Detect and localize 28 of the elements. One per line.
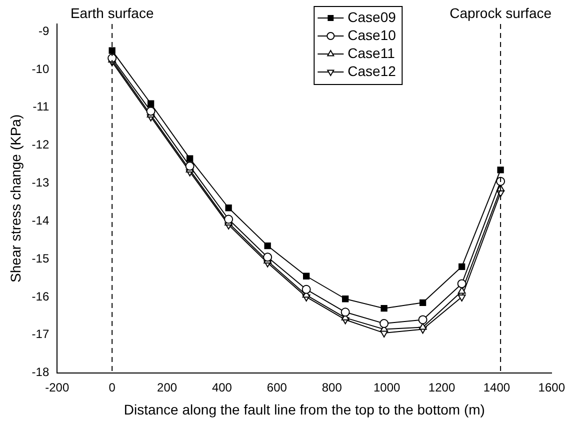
y-tick-label: -9	[38, 24, 50, 38]
x-axis-title: Distance along the fault line from the top to the bottom (m)	[124, 401, 485, 418]
legend-label: Case11	[348, 44, 396, 61]
x-tick-label: 0	[108, 380, 116, 394]
y-tick-label: -11	[32, 100, 50, 114]
ref-line-label: Caprock surface	[450, 4, 552, 21]
x-tick-label: 1200	[428, 380, 456, 394]
y-tick-label: -18	[32, 365, 50, 380]
y-tick-label: -15	[32, 251, 50, 266]
x-tick-label: 1600	[538, 380, 566, 394]
x-tick-label: 800	[322, 380, 342, 394]
x-tick-label: 400	[212, 380, 232, 394]
legend-label: Case09	[348, 8, 396, 25]
x-tick-label: 1000	[373, 380, 400, 394]
x-tick-label: 1400	[483, 380, 510, 394]
x-tick-label: 600	[266, 380, 288, 394]
y-tick-label: -13	[32, 176, 50, 190]
x-tick-label: -200	[45, 380, 70, 394]
legend-label: Case10	[348, 26, 396, 43]
y-tick-label: -17	[32, 327, 50, 342]
x-tick-label: 200	[157, 380, 178, 394]
y-tick-label: -12	[32, 138, 50, 152]
y-tick-label: -10	[32, 62, 50, 76]
y-axis-title: Shear stress change (KPa)	[7, 114, 24, 282]
y-tick-label: -14	[32, 213, 50, 228]
ref-line-label: Earth surface	[70, 4, 154, 21]
y-tick-label: -16	[32, 289, 50, 304]
legend-label: Case12	[348, 62, 396, 79]
